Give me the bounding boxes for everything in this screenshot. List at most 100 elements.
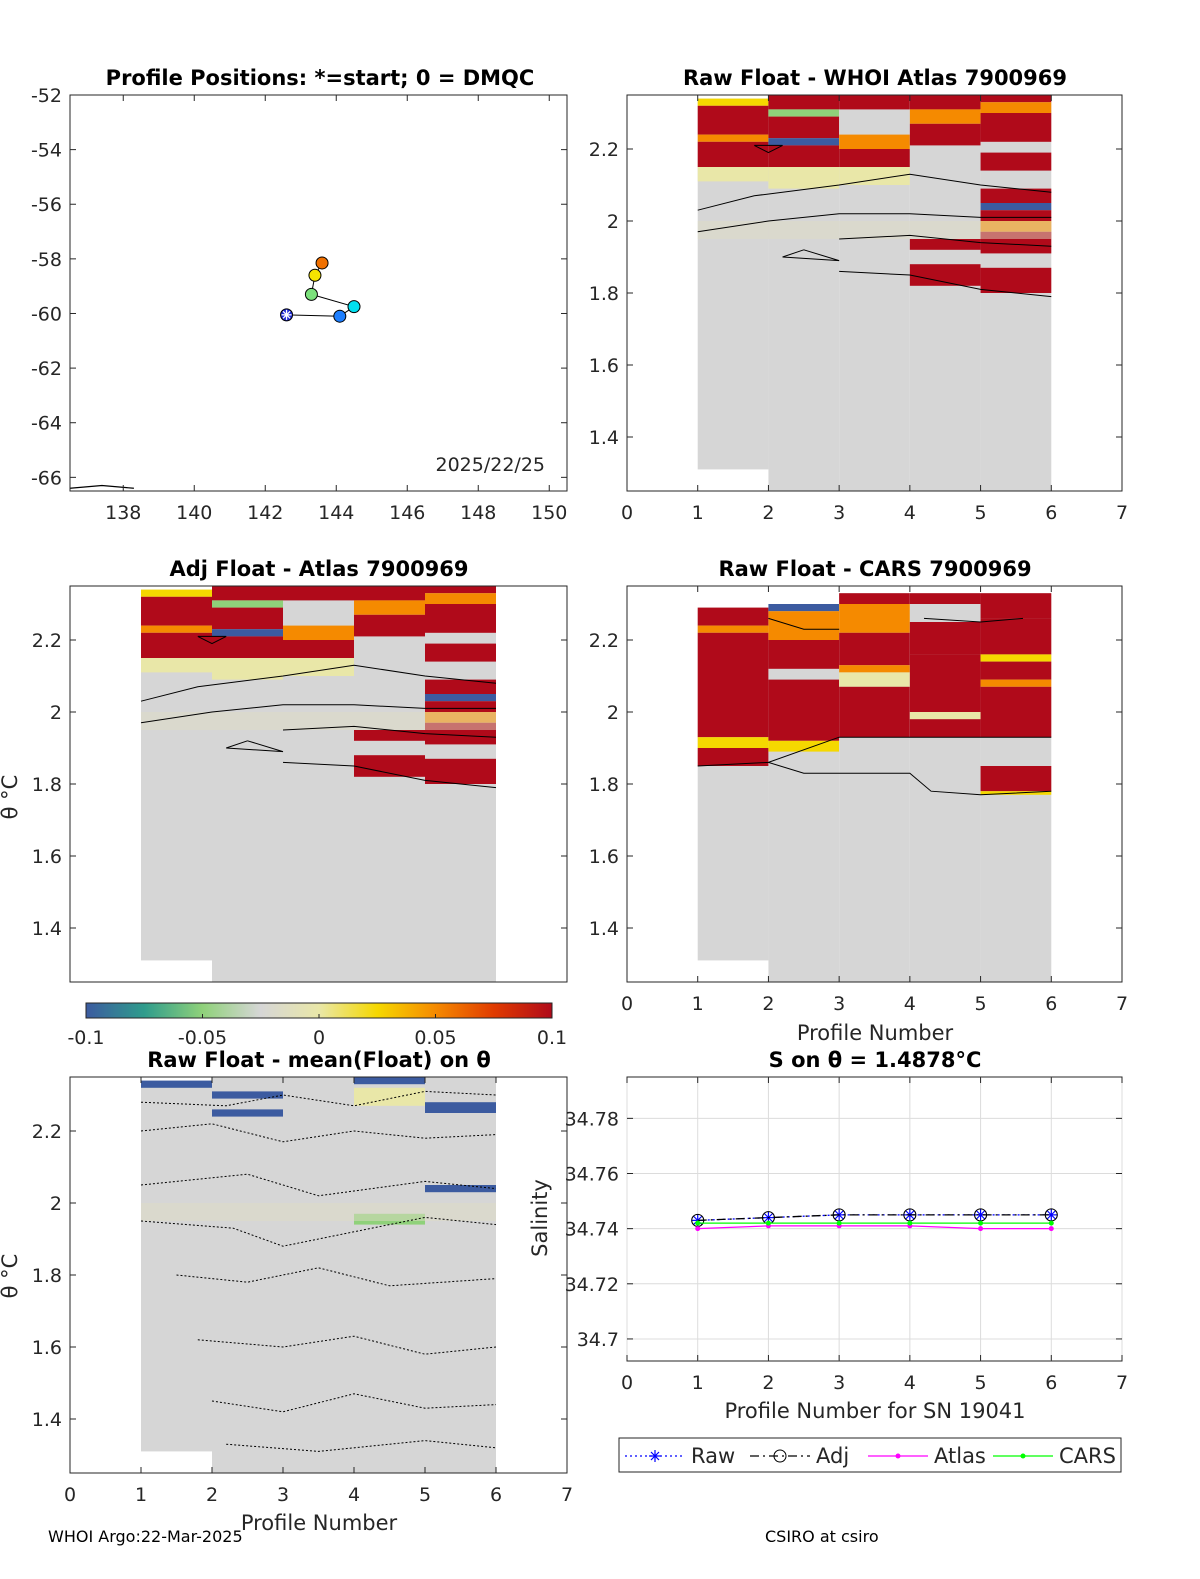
y-tick-label: 2 bbox=[607, 702, 619, 724]
data-point-cars bbox=[695, 1220, 701, 1226]
legend-marker bbox=[895, 1453, 901, 1459]
heatmap-cell bbox=[425, 679, 496, 694]
heatmap-cell bbox=[283, 586, 354, 601]
y-tick-label: 1.6 bbox=[32, 846, 62, 868]
heatmap-cell bbox=[425, 1102, 496, 1113]
heatmap-cell bbox=[839, 149, 910, 167]
x-tick-label: 7 bbox=[561, 1484, 573, 1506]
y-tick-label: 1.4 bbox=[32, 1409, 62, 1431]
profile-position-marker bbox=[347, 300, 361, 314]
heatmap-cell bbox=[141, 1203, 212, 1221]
positions-title: Profile Positions: *=start; 0 = DMQC bbox=[106, 66, 535, 90]
heatmap-cell bbox=[425, 712, 496, 730]
heatmap-cell bbox=[212, 712, 283, 730]
raw-whoi-title: Raw Float - WHOI Atlas 7900969 bbox=[683, 66, 1067, 90]
x-tick-label: 140 bbox=[176, 502, 212, 524]
contour-line bbox=[697, 736, 1052, 767]
heatmap-cell bbox=[697, 625, 769, 633]
heatmap-cell bbox=[141, 632, 212, 658]
heatmap-cell bbox=[141, 712, 212, 730]
x-tick-label: 1 bbox=[692, 1372, 704, 1394]
x-tick-label: 1 bbox=[692, 502, 704, 524]
data-point-cars bbox=[836, 1220, 842, 1226]
colorbar: -0.1 -0.05 0 0.05 0.1 bbox=[67, 1002, 567, 1049]
heatmap-cell bbox=[212, 600, 283, 608]
profile-position-marker bbox=[315, 256, 329, 270]
heatmap-cell bbox=[425, 593, 496, 604]
heatmap-cell bbox=[354, 1077, 425, 1085]
heatmap-cell bbox=[980, 210, 1052, 221]
raw-mean-xlabel: Profile Number bbox=[241, 1511, 398, 1535]
y-tick-label: 1.8 bbox=[32, 1265, 62, 1287]
track-line bbox=[286, 262, 356, 317]
heatmap-cell bbox=[768, 740, 840, 752]
contour-line bbox=[839, 270, 1052, 298]
heatmap-cell bbox=[283, 658, 354, 676]
series-line-adj bbox=[697, 1214, 1052, 1222]
heatmap-cell bbox=[212, 586, 283, 601]
heatmap-cell bbox=[354, 614, 425, 637]
contour-line bbox=[197, 1335, 497, 1355]
heatmap-cell bbox=[909, 221, 981, 239]
heatmap-cell bbox=[425, 694, 496, 702]
adj-atlas-ylabel: θ °C bbox=[0, 775, 22, 820]
heatmap-cell bbox=[141, 1080, 212, 1088]
heatmap-cell bbox=[768, 167, 840, 189]
contour-line bbox=[768, 617, 840, 630]
heatmap-cell bbox=[768, 611, 840, 640]
heatmap-cell bbox=[980, 113, 1052, 142]
contour-line bbox=[226, 740, 284, 753]
heatmap-cell bbox=[141, 1080, 212, 1452]
data-point-cars bbox=[765, 1220, 771, 1226]
profile-position-marker bbox=[304, 287, 318, 301]
start-marker bbox=[280, 308, 294, 322]
heatmap-cell bbox=[980, 152, 1052, 171]
x-tick-label: 1 bbox=[692, 993, 704, 1015]
contour-line bbox=[140, 1123, 497, 1143]
x-tick-label: 2 bbox=[762, 502, 774, 524]
x-tick-label: 0 bbox=[621, 1372, 633, 1394]
x-tick-label: 4 bbox=[904, 502, 916, 524]
salinity-legend: Raw Adj Atlas CARS bbox=[618, 1437, 1122, 1473]
legend-marker bbox=[773, 1449, 787, 1463]
heatmap-cell bbox=[768, 221, 840, 239]
y-tick-label: 1.8 bbox=[589, 283, 619, 305]
heatmap-cell bbox=[697, 134, 769, 142]
legend-marker bbox=[1020, 1453, 1026, 1459]
heatmap-cell bbox=[768, 116, 840, 139]
adj-atlas-title: Adj Float - Atlas 7900969 bbox=[169, 557, 468, 581]
heatmap-cell bbox=[839, 604, 910, 633]
contour-line bbox=[140, 704, 496, 724]
axes-box bbox=[69, 94, 568, 492]
heatmap-cell bbox=[839, 221, 910, 239]
heatmap-cell bbox=[768, 145, 840, 167]
heatmap-cell bbox=[425, 701, 496, 712]
x-tick-label: 2 bbox=[762, 993, 774, 1015]
contour-line bbox=[754, 144, 783, 154]
heatmap-cell bbox=[697, 748, 769, 766]
heatmap-cell bbox=[141, 625, 212, 633]
heatmap-cell bbox=[839, 167, 910, 185]
heatmap-cell bbox=[909, 712, 981, 720]
heatmap-cell bbox=[697, 632, 769, 738]
x-tick-label: 5 bbox=[975, 1372, 987, 1394]
star-ray bbox=[650, 1451, 660, 1461]
raw-cars-xlabel: Profile Number bbox=[797, 1021, 954, 1045]
x-tick-label: 4 bbox=[348, 1484, 360, 1506]
salinity-xlabel: Profile Number for SN 19041 bbox=[724, 1399, 1025, 1423]
heatmap-cell bbox=[425, 604, 496, 633]
heatmap-cell bbox=[909, 95, 981, 491]
heatmap-cell bbox=[768, 640, 840, 669]
heatmap-cell bbox=[212, 629, 283, 637]
colorbar-tick-label: 0 bbox=[313, 1027, 325, 1049]
x-tick-label: 4 bbox=[904, 993, 916, 1015]
footer-left: WHOI Argo:22-Mar-2025 bbox=[48, 1527, 243, 1546]
heatmap-cell bbox=[697, 607, 769, 626]
y-tick-label: 1.6 bbox=[32, 1337, 62, 1359]
heatmap-cell bbox=[909, 719, 981, 738]
heatmap-cell bbox=[980, 188, 1052, 203]
heatmap-cell bbox=[839, 686, 910, 738]
heatmap-cell bbox=[697, 737, 769, 748]
heatmap-cell bbox=[425, 643, 496, 662]
